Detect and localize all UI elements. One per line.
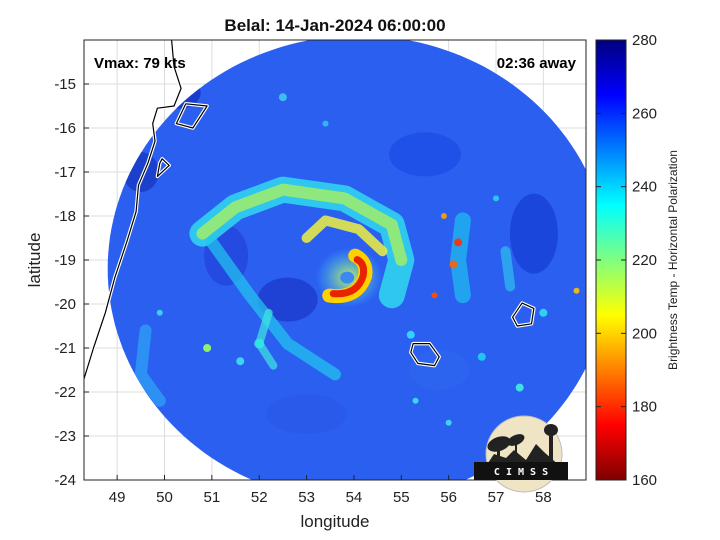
convective-cell	[515, 383, 524, 392]
x-tick-label: 58	[535, 489, 552, 506]
y-tick-label: -22	[54, 384, 76, 401]
coastlines	[84, 40, 536, 380]
colorbar-ticks: 280 260 240 220 200 180 160	[596, 32, 657, 489]
convective-cell	[454, 238, 463, 247]
convective-cell	[254, 338, 265, 349]
y-tick-label: -16	[54, 120, 76, 137]
coastline	[512, 302, 535, 327]
convective-cell	[412, 397, 419, 404]
eyewall-core	[329, 256, 368, 298]
colorbar-tick-label: 240	[632, 179, 657, 196]
cold-region	[266, 394, 347, 434]
cold-region	[409, 350, 470, 390]
colorbar-tick-label: 260	[632, 105, 657, 122]
x-tick-label: 53	[298, 489, 315, 506]
chart-title: Belal: 14-Jan-2024 06:00:00	[224, 16, 445, 35]
y-tick-label: -21	[54, 340, 76, 357]
x-tick-label: 52	[251, 489, 268, 506]
convective-cell	[445, 419, 452, 426]
x-tick-label: 55	[393, 489, 410, 506]
colorbar-label: Brightness Temp - Horizontal Polarizatio…	[666, 150, 680, 370]
vmax-annotation: Vmax: 79 kts	[94, 55, 186, 72]
convective-cell	[203, 344, 212, 352]
x-tick-labels: 49 50 51 52 53 54 55 56 57 58	[109, 475, 552, 506]
y-tick-label: -15	[54, 76, 76, 93]
y-tick-label: -23	[54, 428, 76, 445]
x-tick-label: 50	[156, 489, 173, 506]
colorbar-tick-label: 280	[632, 32, 657, 49]
rain-band	[500, 246, 516, 292]
convective-cell	[431, 292, 438, 299]
rain-band	[450, 212, 471, 304]
convective-cell	[573, 287, 580, 294]
cimss-logo: C I M S S	[474, 415, 568, 493]
colorbar-tick-label: 180	[632, 399, 657, 416]
x-axis-label: longitude	[300, 512, 369, 531]
x-tick-label: 56	[440, 489, 457, 506]
cimss-logo-text: C I M S S	[494, 467, 548, 478]
storm-eye	[340, 271, 355, 284]
y-tick-labels: -15 -16 -17 -18 -19 -20 -21 -22 -23 -24	[54, 76, 89, 489]
y-tick-label: -17	[54, 164, 76, 181]
convective-cell	[539, 308, 548, 317]
convective-cell	[449, 260, 458, 269]
cold-region	[388, 132, 461, 177]
time-away-annotation: 02:36 away	[497, 55, 577, 72]
coastline	[175, 103, 208, 129]
y-axis-label: latitude	[25, 233, 44, 288]
brightness-temp-swath	[107, 40, 586, 480]
cold-region	[257, 277, 318, 322]
y-tick-label: -19	[54, 252, 76, 269]
y-tick-label: -18	[54, 208, 76, 225]
convective-cell	[406, 330, 415, 339]
coastline	[84, 40, 182, 379]
colorbar-tick-label: 160	[632, 472, 657, 489]
convective-cell	[156, 309, 163, 316]
coastline	[410, 343, 440, 367]
rain-band	[196, 183, 408, 266]
convective-cell	[278, 93, 287, 102]
x-tick-label: 57	[488, 489, 505, 506]
convective-cell	[493, 195, 500, 202]
y-tick-label: -24	[54, 472, 76, 489]
convective-cell	[322, 120, 329, 127]
cold-region	[509, 193, 558, 274]
x-tick-label: 49	[109, 489, 126, 506]
convective-cell	[477, 352, 486, 361]
colorbar-tick-label: 200	[632, 325, 657, 342]
x-tick-label: 54	[346, 489, 363, 506]
x-tick-label: 51	[204, 489, 221, 506]
rain-band	[134, 324, 166, 407]
y-tick-label: -20	[54, 296, 76, 313]
convective-cell	[440, 213, 447, 219]
coastline	[156, 158, 170, 177]
convective-cell	[236, 357, 245, 366]
rain-band	[301, 215, 388, 257]
colorbar-tick-label: 220	[632, 252, 657, 269]
